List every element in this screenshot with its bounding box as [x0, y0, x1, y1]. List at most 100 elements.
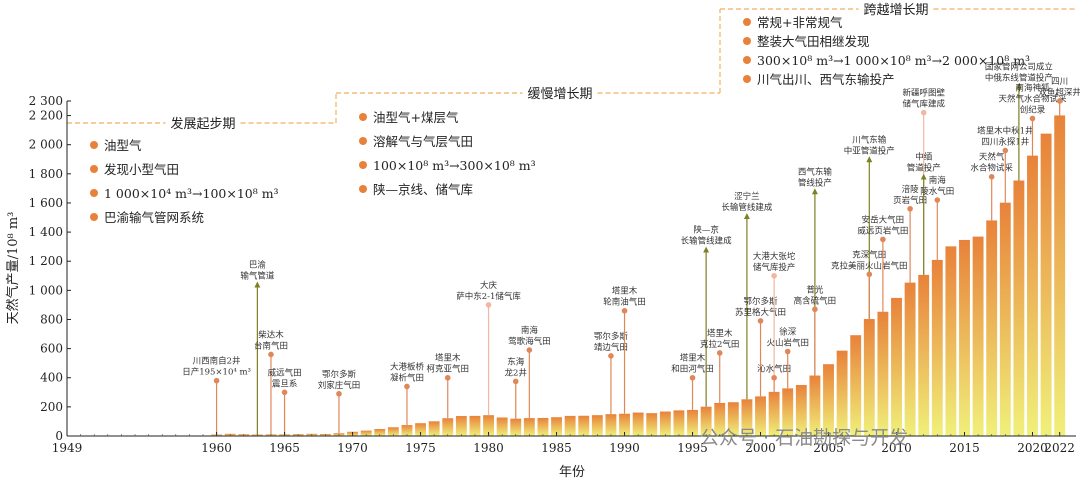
- bar: [863, 319, 875, 436]
- x-tick-label: 2020: [1017, 441, 1048, 455]
- x-tick-label: 2022: [1044, 441, 1075, 455]
- annotation-label: 中亚管道投产: [844, 145, 895, 156]
- annotation-dot: [866, 271, 873, 278]
- annotation-label: 高含硫气田: [794, 295, 837, 306]
- phase-bullet-dot: [743, 75, 751, 83]
- annotation-label: 涩宁兰: [734, 191, 760, 202]
- bar: [415, 423, 426, 436]
- phase-bullet-text: 川气出川、西气东输投产: [757, 72, 895, 87]
- annotation-dot: [988, 173, 995, 180]
- annotation-label: 日产195×10⁴ m³: [182, 367, 251, 378]
- bar: [401, 425, 413, 436]
- phase-bullet-dot: [359, 161, 367, 169]
- phase-bullet-dot: [359, 185, 367, 193]
- y-tick-label: 400: [40, 371, 63, 385]
- annotation-dot: [281, 389, 288, 396]
- x-tick-label: 1990: [609, 441, 640, 455]
- annotation-label: 大港板桥: [390, 361, 425, 372]
- bar: [673, 410, 685, 436]
- bar: [523, 418, 535, 436]
- annotation-dot: [512, 378, 519, 385]
- bar: [455, 416, 467, 436]
- y-tick-label: 2 200: [29, 109, 63, 123]
- bar: [537, 417, 549, 436]
- annotation-label: 陕—京: [693, 225, 719, 236]
- x-tick-label: 1960: [201, 441, 232, 455]
- x-tick-label: 1975: [405, 441, 436, 455]
- annotation-label: 西气东输: [798, 166, 833, 177]
- y-axis-title: 天然气产量/10⁸ m³: [5, 212, 21, 325]
- phase-bullet-dot: [743, 18, 751, 26]
- annotation-dot: [1002, 147, 1009, 154]
- annotation-label: 轮南油气田: [603, 297, 646, 308]
- x-tick-label: 2000: [745, 441, 776, 455]
- bar: [632, 412, 644, 436]
- annotation-label: 台南气田: [254, 340, 288, 351]
- x-tick-label: 1985: [541, 441, 572, 455]
- bar: [795, 385, 807, 436]
- x-tick-label: 1965: [269, 441, 300, 455]
- annotation-label: 天然气水合物试采: [998, 93, 1067, 104]
- annotation-dot: [689, 374, 696, 381]
- annotation-label: 天然气: [979, 152, 1005, 163]
- annotation-label: 双鱼超深井: [1038, 87, 1080, 98]
- phase-bullet-text: 巴渝输气管网系统: [104, 210, 204, 225]
- annotation-label: 莺歌海气田: [508, 336, 551, 347]
- annotation-dot: [621, 307, 628, 314]
- annotation-label: 巴渝: [249, 260, 267, 271]
- phase-bullet-dot: [743, 56, 751, 64]
- annotation-dot: [812, 306, 818, 313]
- y-tick-label: 1 600: [29, 196, 63, 210]
- phase-bullet-dot: [90, 141, 98, 149]
- annotation-label: 徐深: [779, 327, 797, 338]
- annotation-label: 普光: [806, 284, 824, 295]
- annotation-label: 靖边气田: [594, 342, 628, 353]
- bar: [727, 402, 739, 436]
- bar: [904, 282, 916, 436]
- annotation-label: 萨中东2-1储气库: [456, 291, 521, 302]
- bar: [850, 335, 862, 436]
- bar: [1054, 115, 1066, 437]
- annotation-label: 管道投产: [907, 163, 941, 174]
- x-tick-label: 1970: [337, 441, 368, 455]
- bar: [619, 413, 630, 436]
- annotation-label: 川西南自2井: [193, 356, 241, 367]
- bar: [999, 202, 1011, 436]
- annotation-dot: [934, 197, 941, 203]
- watermark: 公众号 · 石油勘探与开发: [700, 427, 908, 449]
- bar: [1013, 180, 1025, 436]
- y-tick-label: 1 400: [29, 225, 63, 239]
- axes: 0 200 400 600 800 1 000 1 200 1 400 1 600 1 800 2 …: [29, 94, 1076, 455]
- phase-bullet-text: 发现小型气田: [104, 162, 179, 177]
- y-tick-label: 1 200: [29, 254, 63, 268]
- annotation-label: 创纪录: [1020, 104, 1046, 115]
- bar: [714, 402, 726, 436]
- annotation-label: 涪陵: [902, 184, 920, 195]
- annotation-label: 柴达木: [258, 329, 284, 340]
- bar: [551, 417, 562, 436]
- phase-bullet-text: 1 000×10⁴ m³→100×10⁸ m³: [104, 186, 279, 201]
- phase-bullet-dot: [359, 113, 367, 121]
- annotation-label: 四川: [1051, 77, 1068, 87]
- bar: [755, 396, 766, 436]
- annotation-label: 凝析气田: [390, 372, 424, 383]
- bar: [945, 246, 957, 436]
- x-tick-label: 1995: [677, 441, 708, 455]
- phase-title: 发展起步期: [170, 116, 235, 132]
- annotation-label: 长输管线建成: [721, 202, 773, 213]
- y-tick-label: 800: [40, 312, 63, 326]
- phase-bullet-text: 油型气: [104, 138, 142, 153]
- annotation-label: 刘家庄气田: [318, 380, 361, 391]
- bar: [1040, 133, 1052, 436]
- x-tick-label: 2005: [813, 441, 844, 455]
- bar: [700, 406, 712, 436]
- annotation-label: 页岩气田: [893, 195, 927, 206]
- phase-bullet-dot: [359, 137, 367, 145]
- bar: [659, 411, 671, 436]
- bar: [782, 388, 794, 436]
- annotation-label: 鄂尔多斯: [744, 296, 779, 307]
- bar: [428, 421, 440, 436]
- annotation-dot: [757, 318, 764, 324]
